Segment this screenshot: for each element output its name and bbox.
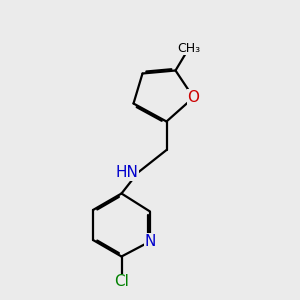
Text: CH₃: CH₃ — [177, 41, 201, 55]
Text: O: O — [188, 90, 200, 105]
Text: N: N — [144, 234, 156, 249]
Text: Cl: Cl — [114, 274, 129, 290]
Text: HN: HN — [115, 165, 138, 180]
